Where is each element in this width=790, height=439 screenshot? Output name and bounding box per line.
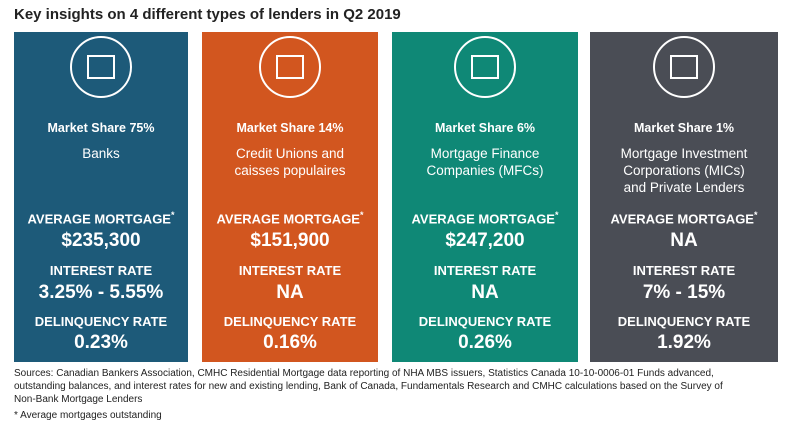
interest-rate-label: INTEREST RATE <box>632 263 736 278</box>
avg-mortgage-label: AVERAGE MORTGAGE* <box>590 210 778 226</box>
footnote: * Average mortgages outstanding <box>14 410 162 421</box>
lender-name: Banks <box>82 146 120 161</box>
lender-name: Credit Unions and <box>235 146 345 161</box>
delinquency-label: DELINQUENCY RATE <box>223 314 357 329</box>
lender-card: Market Share 75% Banks AVERAGE MORTGAGE* $2… <box>14 32 188 362</box>
footnote-marker: * <box>554 210 559 220</box>
delinquency-value: 1.92% <box>657 332 711 353</box>
footnote-marker: * <box>170 210 175 220</box>
icon <box>259 36 321 98</box>
interest-rate-value: NA <box>471 282 499 303</box>
avg-mortgage-value: $235,300 <box>61 230 141 251</box>
avg-mortgage-value: $151,900 <box>250 230 330 251</box>
lender-card: Market Share 14% Credit Unions and caisses… <box>202 32 378 362</box>
lender-card: Market Share 1% Mortgage Investment Corpor… <box>590 32 778 362</box>
delinquency-label: DELINQUENCY RATE <box>617 314 751 329</box>
delinquency-value: 0.16% <box>263 332 317 353</box>
avg-label-text: AVERAGE MORTGAGE <box>610 211 754 227</box>
sources: Non-Bank Mortgage Lenders <box>14 394 143 405</box>
avg-mortgage-label: AVERAGE MORTGAGE* <box>202 210 378 226</box>
title: Key insights on 4 different types of len… <box>14 6 401 23</box>
avg-label-text: AVERAGE MORTGAGE <box>216 211 360 227</box>
avg-label-text: AVERAGE MORTGAGE <box>27 211 171 227</box>
delinquency-label: DELINQUENCY RATE <box>34 314 168 329</box>
icon <box>70 36 132 98</box>
lender-name: Corporations (MICs) <box>623 163 745 178</box>
avg-mortgage-value: $247,200 <box>445 230 525 251</box>
market-share: Market Share 1% <box>633 121 735 135</box>
interest-rate-value: NA <box>276 282 304 303</box>
icon <box>454 36 516 98</box>
interest-rate-label: INTEREST RATE <box>238 263 342 278</box>
icon <box>653 36 715 98</box>
interest-rate-label: INTEREST RATE <box>433 263 537 278</box>
footnote-marker: * <box>359 210 364 220</box>
interest-rate-value: 7% - 15% <box>642 282 726 303</box>
delinquency-value: 0.26% <box>458 332 512 353</box>
lender-name: Companies (MFCs) <box>426 163 544 178</box>
lender-name: caisses populaires <box>234 163 346 178</box>
interest-rate-value: 3.25% - 5.55% <box>38 282 164 303</box>
delinquency-value: 0.23% <box>74 332 128 353</box>
lender-name: Mortgage Finance <box>430 146 540 161</box>
market-share: Market Share 75% <box>47 121 155 135</box>
avg-mortgage-label: AVERAGE MORTGAGE* <box>392 210 578 226</box>
lender-name: and Private Lenders <box>623 180 745 195</box>
avg-mortgage-label: AVERAGE MORTGAGE* <box>14 210 188 226</box>
delinquency-label: DELINQUENCY RATE <box>418 314 552 329</box>
sources: Sources: Canadian Bankers Association, C… <box>14 368 714 379</box>
market-share: Market Share 6% <box>434 121 536 135</box>
market-share: Market Share 14% <box>236 121 344 135</box>
lender-card: Market Share 6% Mortgage Finance Companies… <box>392 32 578 362</box>
interest-rate-label: INTEREST RATE <box>49 263 153 278</box>
footnote-marker: * <box>753 210 758 220</box>
avg-mortgage-value: NA <box>670 230 698 251</box>
sources: outstanding balances, and interest rates… <box>14 381 723 392</box>
lender-name: Mortgage Investment <box>620 146 748 161</box>
avg-label-text: AVERAGE MORTGAGE <box>411 211 555 227</box>
